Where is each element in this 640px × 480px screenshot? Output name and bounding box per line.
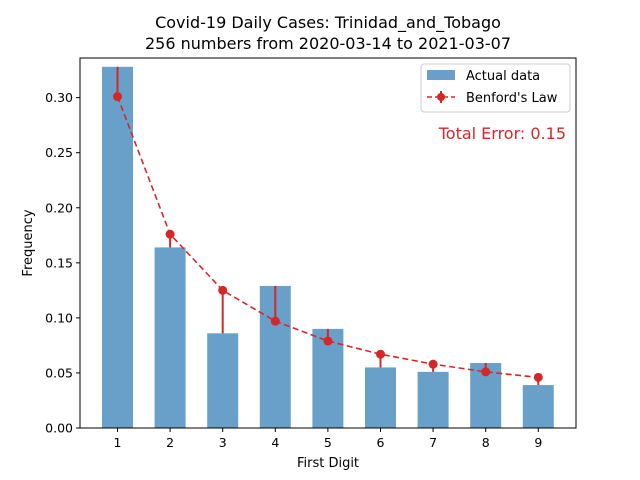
bar-actual-6 bbox=[365, 367, 396, 428]
benford-point-1 bbox=[113, 92, 122, 102]
total-error-annotation: Total Error: 0.15 bbox=[438, 124, 566, 143]
benford-point-9 bbox=[533, 372, 543, 382]
legend-label-actual: Actual data bbox=[466, 69, 540, 84]
x-tick-label: 2 bbox=[166, 435, 174, 450]
plot-area: 0.00 0.05 0.10 0.15 0.20 0.25 0.30 1 2 3 4 5 6 7 8 9 bbox=[45, 66, 554, 450]
x-tick-label: 7 bbox=[429, 435, 437, 450]
x-tick-label: 1 bbox=[114, 435, 122, 450]
bar-actual-9 bbox=[522, 385, 554, 428]
legend-marker-swatch bbox=[437, 93, 445, 101]
y-tick-label: 0.05 bbox=[45, 365, 73, 380]
legend-label-benford: Benford's Law bbox=[466, 91, 558, 106]
x-axis-label: First Digit bbox=[297, 456, 359, 471]
y-tick-label: 0.30 bbox=[45, 90, 73, 105]
x-tick-label: 9 bbox=[534, 435, 542, 450]
benford-point-5 bbox=[323, 336, 333, 346]
x-tick-label: 5 bbox=[324, 435, 332, 450]
legend: Actual data Benford's Law bbox=[420, 63, 571, 113]
benford-point-8 bbox=[481, 367, 491, 377]
bar-actual-1 bbox=[102, 66, 133, 429]
y-tick-label: 0.00 bbox=[45, 421, 73, 436]
y-tick-label: 0.20 bbox=[45, 200, 73, 215]
chart-title-line2: 256 numbers from 2020-03-14 to 2021-03-0… bbox=[145, 34, 511, 53]
benford-line bbox=[116, 96, 539, 379]
y-tick-label: 0.10 bbox=[45, 310, 73, 325]
chart-title-line1: Covid-19 Daily Cases: Trinidad_and_Tobag… bbox=[155, 13, 501, 33]
x-tick-label: 6 bbox=[377, 435, 385, 450]
x-tick-label: 8 bbox=[482, 435, 490, 450]
benford-point-2 bbox=[165, 229, 175, 239]
y-tick-label: 0.15 bbox=[45, 255, 73, 270]
y-tick-label: 0.25 bbox=[45, 145, 73, 160]
x-tick-label: 4 bbox=[271, 435, 279, 450]
legend-box bbox=[420, 63, 571, 113]
bar-actual-7 bbox=[417, 371, 449, 428]
axes-frame bbox=[79, 57, 577, 429]
benford-point-7 bbox=[428, 359, 438, 369]
y-axis-label: Frequency bbox=[21, 209, 36, 276]
benford-point-6 bbox=[376, 349, 385, 359]
x-tick-label: 3 bbox=[219, 435, 227, 450]
legend-bar-swatch bbox=[427, 70, 455, 80]
bar-actual-2 bbox=[154, 247, 186, 428]
bar-actual-3 bbox=[207, 333, 239, 428]
benford-point-3 bbox=[218, 285, 228, 295]
benford-point-4 bbox=[270, 316, 280, 326]
